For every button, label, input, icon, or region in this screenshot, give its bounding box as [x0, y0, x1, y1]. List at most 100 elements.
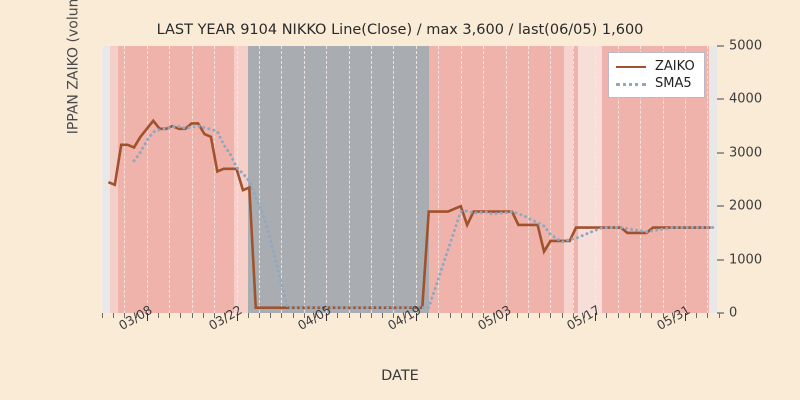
x-axis-minor-tick — [214, 313, 216, 318]
x-axis-minor-tick — [550, 313, 552, 318]
gridline — [258, 46, 260, 313]
x-axis-minor-tick — [584, 313, 586, 318]
x-axis-minor-tick — [124, 313, 126, 318]
x-axis-minor-tick — [427, 313, 429, 318]
background-band — [709, 46, 717, 313]
x-axis-minor-tick — [662, 313, 664, 318]
x-axis-minor-tick — [281, 313, 283, 318]
legend-item[interactable]: SMA5 — [616, 75, 695, 92]
gridline — [146, 46, 148, 313]
x-axis-minor-tick — [606, 313, 608, 318]
x-axis-minor-tick — [359, 313, 361, 318]
gridline — [169, 46, 171, 313]
gridline — [281, 46, 283, 313]
background-band — [429, 46, 564, 313]
legend-label: SMA5 — [655, 76, 692, 91]
x-axis-minor-tick — [135, 313, 137, 318]
gridline — [348, 46, 350, 313]
x-axis-minor-tick — [348, 313, 350, 318]
x-axis-minor-tick — [696, 313, 698, 318]
gridline — [460, 46, 462, 313]
x-axis-minor-tick — [382, 313, 384, 318]
gridline — [102, 46, 103, 313]
legend-swatch — [616, 79, 646, 89]
background-band — [248, 46, 429, 313]
x-axis-label: DATE — [381, 368, 419, 384]
gridline — [684, 46, 686, 313]
gridline — [415, 46, 417, 313]
gridline — [303, 46, 305, 313]
x-axis-minor-tick — [516, 313, 518, 318]
x-axis-major-tick — [505, 313, 507, 321]
x-axis-minor-tick — [393, 313, 395, 318]
x-axis-minor-tick — [102, 313, 103, 318]
x-axis-minor-tick — [483, 313, 485, 318]
tick-mark — [717, 45, 724, 47]
x-axis-minor-tick — [628, 313, 630, 318]
x-axis-minor-tick — [707, 313, 709, 318]
gridline — [438, 46, 440, 313]
tick-mark — [717, 98, 724, 100]
legend-item[interactable]: ZAIKO — [616, 58, 695, 75]
x-axis-minor-tick — [561, 313, 563, 318]
tick-mark — [717, 152, 724, 154]
x-axis-minor-tick — [673, 313, 675, 318]
x-axis-minor-tick — [315, 313, 316, 318]
x-axis-minor-tick — [494, 313, 496, 318]
gridline — [326, 46, 328, 313]
series-line-sma5 — [132, 124, 717, 310]
x-axis-major-tick — [595, 313, 597, 321]
x-axis-minor-tick — [158, 313, 160, 318]
y-tick-label: 0 — [729, 305, 738, 321]
x-axis-minor-tick — [718, 313, 720, 318]
x-axis-major-tick — [236, 313, 238, 321]
x-axis-minor-tick — [169, 313, 171, 318]
chart-title: LAST YEAR 9104 NIKKO Line(Close) / max 3… — [156, 22, 644, 38]
tick-mark — [717, 205, 724, 207]
y-axis-tick: 0 — [717, 306, 737, 321]
x-axis-minor-tick — [191, 313, 193, 318]
gridline — [707, 46, 709, 313]
y-axis-tick: 4000 — [717, 92, 762, 107]
x-axis-major-tick — [415, 313, 417, 321]
series-line-zaiko — [107, 118, 711, 309]
y-tick-label: 5000 — [729, 38, 763, 54]
gridline — [662, 46, 664, 313]
gridline — [550, 46, 552, 313]
x-axis-minor-tick — [303, 313, 305, 318]
x-axis-major-tick — [326, 313, 328, 321]
background-band — [573, 46, 578, 313]
y-tick-label: 4000 — [729, 91, 763, 107]
gridline — [572, 46, 574, 313]
x-axis-minor-tick — [539, 313, 541, 318]
y-axis-tick: 5000 — [717, 39, 762, 54]
x-axis-minor-tick — [528, 313, 530, 318]
y-axis-tick: 2000 — [717, 199, 762, 214]
y-axis-tick: 1000 — [717, 252, 762, 267]
y-axis-tick: 3000 — [717, 145, 762, 160]
x-axis-minor-tick — [471, 313, 473, 318]
x-axis-major-tick — [684, 313, 686, 321]
x-axis-minor-tick — [258, 313, 260, 318]
x-axis-minor-tick — [337, 313, 339, 318]
legend-swatch — [616, 62, 646, 72]
y-axis-label: IPPAN ZAIKO (volume) — [65, 0, 82, 135]
x-axis-minor-tick — [225, 313, 227, 318]
legend-line — [616, 65, 646, 68]
x-axis-minor-tick — [572, 313, 574, 318]
x-axis-minor-tick — [247, 313, 249, 318]
gridline — [371, 46, 373, 313]
x-axis-minor-tick — [640, 313, 642, 318]
gridline — [640, 46, 642, 313]
legend-label: ZAIKO — [655, 59, 695, 74]
y-axis: 0 1000 2000 3000 4000 5000 — [717, 39, 797, 321]
tick-mark — [717, 259, 724, 261]
x-axis-minor-tick — [180, 313, 182, 318]
x-axis-minor-tick — [651, 313, 653, 318]
x-axis-minor-tick — [438, 313, 440, 318]
gridline — [236, 46, 238, 313]
x-axis-minor-tick — [292, 313, 294, 318]
background-band — [102, 46, 110, 313]
x-axis-minor-tick — [113, 313, 115, 318]
